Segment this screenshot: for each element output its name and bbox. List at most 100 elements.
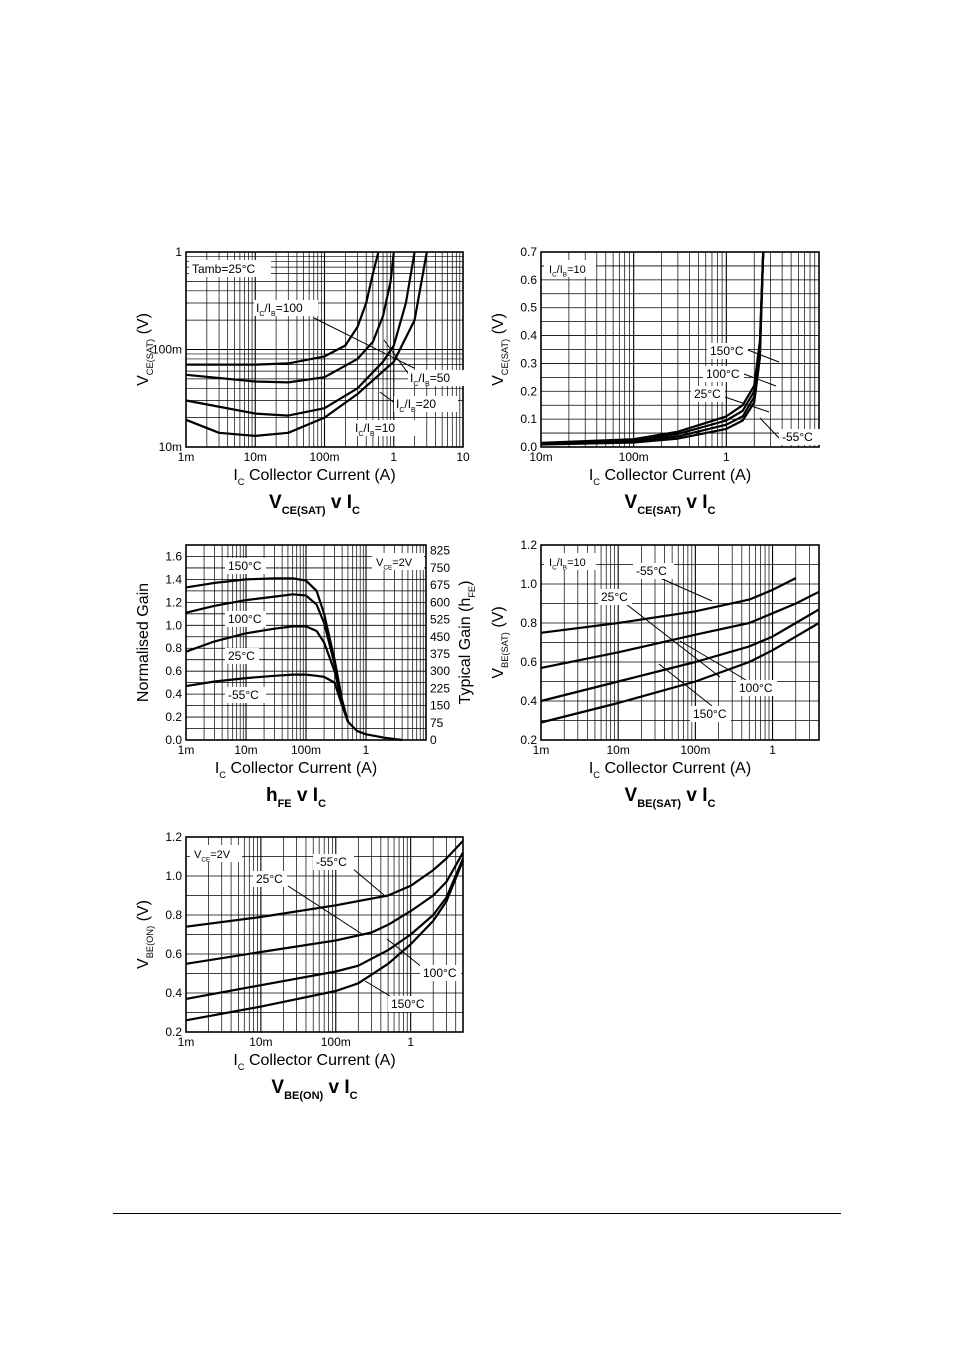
y-axis-label-part: V <box>135 375 152 386</box>
series-label-part: /I <box>363 421 370 435</box>
chart-title-part: v I <box>681 785 707 806</box>
series-label-bg <box>408 370 472 386</box>
condition-label: IC/IB=10 <box>544 553 596 572</box>
series-label-part: C <box>259 311 264 318</box>
chart-title-part: C <box>318 798 326 810</box>
condition-bg <box>544 260 596 277</box>
condition-text-part: I <box>549 264 552 276</box>
y-tick-label: 0.3 <box>520 356 537 370</box>
series-label: 25°C <box>601 590 628 604</box>
series-label-bg <box>254 300 318 316</box>
x-axis-label-part: Collector Current (A) <box>226 760 377 777</box>
series-line-2 <box>185 251 416 417</box>
series-label: 100°C <box>423 966 457 980</box>
condition-bg <box>372 553 424 570</box>
series-label-part: C <box>358 431 363 438</box>
y-axis-label-part: CE(SAT) <box>500 339 510 375</box>
y2-tick-label: 0 <box>430 733 437 747</box>
y2-tick-label: 525 <box>430 613 450 627</box>
series-label: IC/IB=50 <box>410 371 450 388</box>
x-tick-label: 100m <box>619 450 649 464</box>
x-tick-label: 10m <box>529 450 552 464</box>
x-axis-label-part: C <box>593 770 600 780</box>
series-label: 150°C <box>228 559 262 573</box>
y-tick-label: 1.0 <box>165 618 182 632</box>
condition-bg <box>189 260 271 277</box>
chart-title: VCE(SAT) v IC <box>625 492 716 517</box>
series-line-3 <box>185 673 349 722</box>
x-tick-label: 1 <box>390 450 397 464</box>
condition-text-part: C <box>552 272 557 279</box>
y2-tick-label: 375 <box>430 647 450 661</box>
chart-hfe: 1m 10m 100m 1 0.0 0.2 0.4 0.6 0.8 1.0 1.2 1.4 1.6 0 75… <box>135 544 477 810</box>
y-axis-label-group: VBE(ON) (V) <box>135 900 155 969</box>
y-tick-label: 100m <box>152 343 182 357</box>
y-axis-label-part: V <box>490 375 507 386</box>
y-tick-label: 0.4 <box>520 694 537 708</box>
chart-title: VBE(SAT) v IC <box>625 785 716 810</box>
chart-title-part: V <box>625 492 638 513</box>
plot-frame <box>540 544 820 741</box>
x-tick-label: 100m <box>309 450 339 464</box>
series-label-part: B <box>271 311 276 318</box>
y-axis-label-part: BE(ON) <box>145 926 155 958</box>
series-line-2 <box>185 625 349 722</box>
series-lines <box>540 577 820 724</box>
series-label-bg <box>779 429 820 445</box>
y-tick-label: 1.0 <box>165 869 182 883</box>
x-tick-label: 10 <box>456 450 470 464</box>
chart-title-part: v I <box>292 785 318 806</box>
series-label-bg <box>225 611 266 627</box>
series-label: -55°C <box>636 564 667 578</box>
y-tick-label: 0.4 <box>165 687 182 701</box>
y2-tick-label: 600 <box>430 595 450 609</box>
series-label-part: I <box>256 301 259 315</box>
x-axis-label-part: I <box>215 760 219 777</box>
plot-grid <box>541 545 819 740</box>
condition-text-part: V <box>194 849 202 861</box>
series-label: 25°C <box>694 387 721 401</box>
y2-tick-label: 75 <box>430 716 444 730</box>
series-label-part: /I <box>418 371 425 385</box>
series-label: IC/IB=10 <box>355 421 395 438</box>
series-label-bg <box>225 558 266 574</box>
series-lines <box>185 251 428 437</box>
condition-text: IC/IB=10 <box>549 557 586 572</box>
series-label: 150°C <box>710 344 744 358</box>
y-tick-label: 1.2 <box>165 830 182 844</box>
y2-tick-label: 825 <box>430 544 450 558</box>
y-axis-label-part: V <box>135 958 152 969</box>
y-axis-label-group: Normalised Gain <box>135 583 152 702</box>
x-axis-label-part: Collector Current (A) <box>245 467 396 484</box>
series-label-bg <box>633 563 674 579</box>
leader-line <box>743 373 777 387</box>
series-label-part: =10 <box>375 421 396 435</box>
chart-title-part: V <box>625 785 638 806</box>
series-label-bg <box>736 680 777 696</box>
leader-line <box>659 577 713 602</box>
x-axis-label: IC Collector Current (A) <box>589 760 751 780</box>
y-axis-label: VBE(ON) (V) <box>135 900 155 969</box>
y-tick-label: 1.2 <box>165 595 182 609</box>
y-axis-label: VBE(SAT) (V) <box>490 606 510 678</box>
chart-vbeon: 1m 10m 100m 10.20.40.60.81.01.2IC Collector… <box>135 830 465 1102</box>
chart-title-part: CE(SAT) <box>637 505 681 517</box>
y2-tick-label: 450 <box>430 630 450 644</box>
series-label-part: /I <box>264 301 271 315</box>
y-axis-label-group: VCE(SAT) (V) <box>490 313 510 386</box>
x-tick-label: 100m <box>321 1035 351 1049</box>
series-label-bg <box>253 871 287 887</box>
series-label-part: C <box>399 407 404 414</box>
y2-axis-label-part: FE <box>467 586 477 598</box>
y-tick-label: 0.8 <box>165 908 182 922</box>
series-labels-vbeon: -55°C 25°C 100°C 150°C <box>253 854 461 1012</box>
series-label: 100°C <box>739 681 773 695</box>
chart-title-part: v I <box>681 492 707 513</box>
leader-line <box>658 663 713 707</box>
series-label: 100°C <box>706 367 740 381</box>
condition-text-part: =10 <box>567 264 586 276</box>
x-tick-label: 10m <box>249 1035 272 1049</box>
chart-title-part: v I <box>326 492 352 513</box>
condition-text-part: I <box>549 557 552 569</box>
